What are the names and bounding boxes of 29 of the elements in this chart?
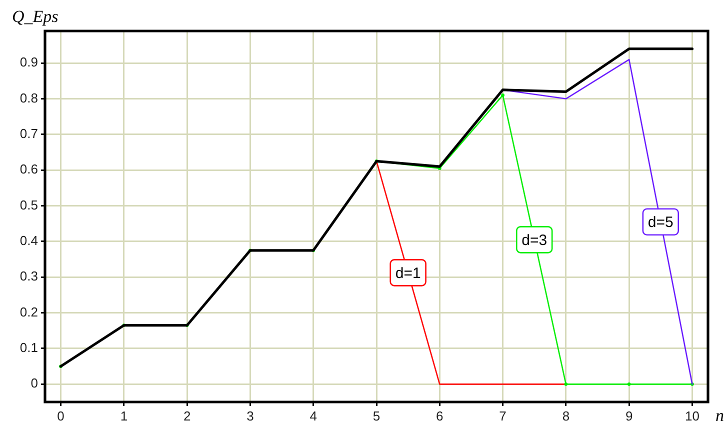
x-tick-label: 4 bbox=[310, 408, 317, 424]
y-tick-label: 0.7 bbox=[20, 126, 38, 142]
series-label: d=1 bbox=[395, 264, 421, 282]
point bbox=[501, 94, 504, 97]
x-tick-label: 3 bbox=[246, 408, 254, 424]
y-tick-label: 0.6 bbox=[20, 162, 38, 177]
y-tick-label: 0.3 bbox=[20, 268, 38, 284]
x-tick-label: 1 bbox=[120, 408, 128, 424]
y-tick-label: 0.4 bbox=[20, 233, 38, 248]
x-tick-label: 2 bbox=[183, 408, 191, 424]
x-tick-label: 6 bbox=[436, 408, 444, 424]
x-tick-label: 8 bbox=[562, 408, 570, 424]
x-axis-title: n bbox=[716, 406, 724, 425]
y-axis-title: Q_Eps bbox=[12, 7, 59, 26]
y-tick-label: 0 bbox=[30, 376, 38, 391]
series-label: d=5 bbox=[648, 214, 674, 231]
y-tick-label: 0.1 bbox=[20, 340, 38, 356]
x-tick-label: 5 bbox=[372, 408, 380, 424]
x-tick-label: 10 bbox=[684, 408, 700, 424]
y-tick-label: 0.5 bbox=[20, 197, 38, 212]
point bbox=[627, 382, 631, 386]
y-tick-label: 0.8 bbox=[20, 90, 38, 106]
series-label: d=3 bbox=[522, 232, 548, 249]
y-tick-label: 0.2 bbox=[20, 304, 38, 320]
x-tick-label: 7 bbox=[499, 408, 506, 424]
x-tick-label: 9 bbox=[625, 408, 633, 424]
y-tick-label: 0.9 bbox=[20, 54, 38, 70]
point bbox=[564, 382, 568, 386]
x-tick-label: 0 bbox=[57, 408, 64, 424]
